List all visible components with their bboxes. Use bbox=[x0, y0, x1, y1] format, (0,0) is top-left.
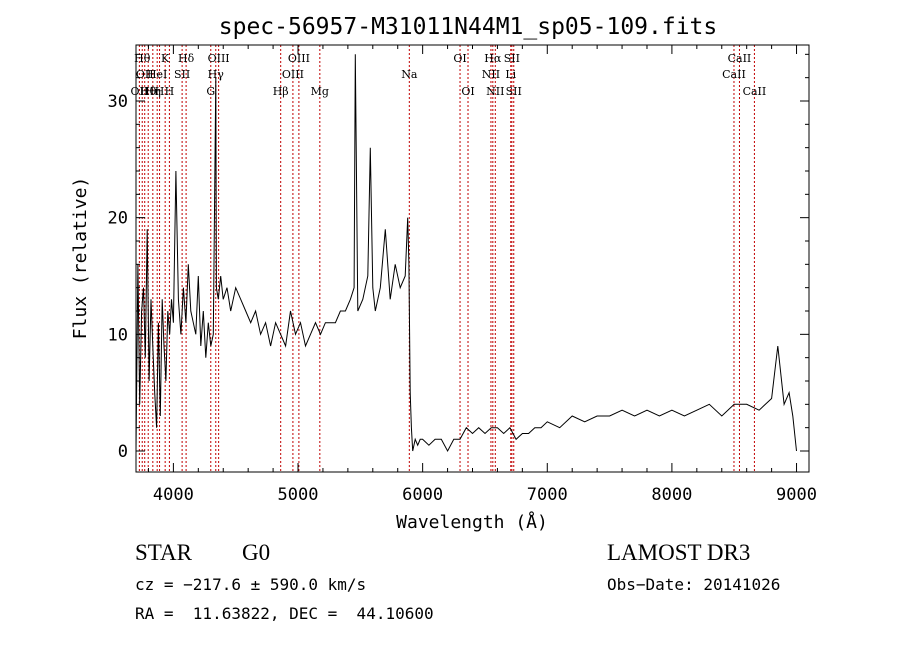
line-marker-label: Mg bbox=[311, 85, 329, 98]
line-marker-label: Hδ bbox=[178, 52, 195, 65]
line-marker-label: OII bbox=[136, 68, 154, 81]
line-marker-label: HeI bbox=[147, 68, 167, 81]
line-marker-label: Hθ bbox=[134, 52, 151, 65]
line-marker-label: G bbox=[206, 85, 215, 98]
line-marker-label: SII bbox=[504, 52, 520, 65]
line-marker-label: Hα bbox=[484, 52, 502, 65]
coordinates-text: RA = 11.63822, DEC = 44.10600 bbox=[135, 604, 434, 623]
line-marker-label: OIII bbox=[288, 52, 310, 65]
y-tick-label: 0 bbox=[118, 442, 128, 462]
line-marker-label: Hγ bbox=[208, 68, 225, 81]
line-marker-label: SII bbox=[506, 85, 522, 98]
redshift-text: cz = −217.6 ± 590.0 km/s bbox=[135, 575, 367, 594]
y-tick-label: 30 bbox=[108, 92, 128, 112]
line-marker-label: Na bbox=[401, 68, 418, 81]
y-axis-label: Flux (relative) bbox=[70, 177, 91, 340]
x-tick-label: 5000 bbox=[278, 485, 319, 505]
line-marker-label: OIII bbox=[282, 68, 304, 81]
line-marker-label: CaII bbox=[722, 68, 746, 81]
line-marker-label: OI bbox=[461, 85, 474, 98]
chart-title: spec-56957-M31011N44M1_sp05-109.fits bbox=[219, 14, 718, 40]
line-marker-label: H bbox=[165, 85, 175, 98]
x-tick-label: 9000 bbox=[776, 485, 817, 505]
line-marker-label: Hβ bbox=[273, 85, 289, 98]
y-tick-label: 20 bbox=[108, 209, 128, 229]
line-marker-label: NII bbox=[482, 68, 500, 81]
line-marker-label: OIII bbox=[208, 52, 230, 65]
x-tick-label: 6000 bbox=[402, 485, 443, 505]
line-markers bbox=[138, 45, 755, 472]
x-tick-label: 7000 bbox=[527, 485, 568, 505]
line-marker-label: SII bbox=[174, 68, 190, 81]
x-axis-label: Wavelength (Å) bbox=[396, 511, 548, 533]
x-tick-label: 4000 bbox=[153, 485, 194, 505]
line-marker-label: Hη bbox=[145, 85, 161, 98]
survey-label: LAMOST DR3 bbox=[607, 540, 751, 565]
line-marker-label: OII bbox=[131, 85, 149, 98]
plot-frame bbox=[135, 44, 810, 473]
line-marker-label: H bbox=[155, 85, 165, 98]
line-marker-label: CaII bbox=[743, 85, 767, 98]
y-axis: 0 10 20 30 bbox=[108, 53, 809, 462]
subclass-label: G0 bbox=[242, 540, 271, 565]
spectrum-line bbox=[135, 54, 797, 453]
class-label: STAR bbox=[135, 540, 192, 565]
line-marker-label: CaII bbox=[728, 52, 752, 65]
line-marker-label: Hθ bbox=[140, 85, 157, 98]
x-axis: 4000 5000 6000 7000 8000 9000 bbox=[147, 45, 817, 505]
line-marker-label: Li bbox=[505, 68, 516, 81]
line-marker-label: OI bbox=[453, 52, 466, 65]
x-tick-label: 8000 bbox=[651, 485, 692, 505]
line-marker-labels: OIIHθOIIHθHηHeIHKHSIIHδGHγOIIIHβOIIIOIII… bbox=[131, 52, 767, 98]
line-marker-label: NII bbox=[486, 85, 504, 98]
y-tick-label: 10 bbox=[108, 325, 128, 345]
obs-date-text: Obs−Date: 20141026 bbox=[607, 575, 781, 594]
line-marker-label: K bbox=[161, 52, 170, 65]
